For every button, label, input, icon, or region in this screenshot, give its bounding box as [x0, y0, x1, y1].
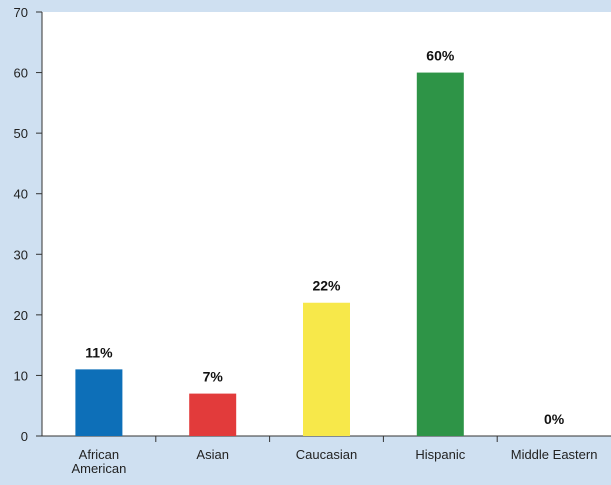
y-tick-label: 50 — [14, 126, 28, 141]
bars — [75, 72, 464, 437]
bar-data-label: 0% — [544, 411, 565, 427]
x-tick-label: Hispanic — [415, 447, 465, 462]
y-tick-label: 0 — [21, 429, 28, 444]
x-tick-label: Middle Eastern — [511, 447, 598, 462]
x-tick-label: Caucasian — [296, 447, 357, 462]
bar — [75, 369, 123, 436]
bar-data-label: 22% — [312, 278, 341, 294]
x-tick-label: African American — [71, 447, 126, 476]
y-tick-label: 40 — [14, 187, 28, 202]
bar-data-label: 60% — [426, 48, 455, 64]
x-axis: African American Asian Caucasian Hispanic Mid… — [42, 435, 611, 476]
x-tick-label: Asian — [196, 447, 229, 462]
bar-data-label: 11% — [85, 344, 113, 360]
y-axis: 0 10 20 30 40 50 60 70 — [14, 5, 43, 444]
bar — [303, 302, 350, 436]
y-tick-label: 70 — [14, 5, 28, 20]
bar-data-label: 7% — [203, 369, 224, 385]
y-tick-label: 60 — [14, 66, 28, 81]
y-tick-label: 10 — [14, 368, 28, 383]
y-tick-label: 30 — [14, 247, 28, 262]
y-tick-label: 20 — [14, 308, 28, 323]
bar — [416, 72, 464, 437]
bar — [189, 393, 237, 436]
data-labels: 11% 7% 22% 60% 0% — [85, 48, 564, 427]
